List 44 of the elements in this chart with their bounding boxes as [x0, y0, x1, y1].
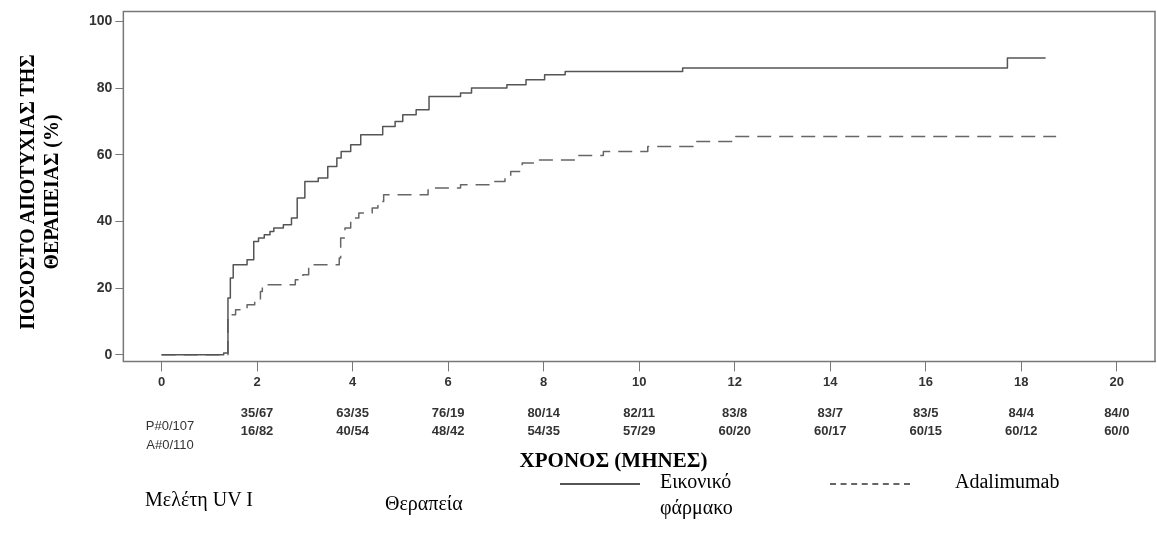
text: 57/29 [622, 423, 656, 438]
x-tick-label: 10 [631, 373, 647, 389]
x-tick-label: 14 [822, 373, 839, 389]
text: 54/35 [527, 423, 560, 438]
x-tick-label: 2 [253, 373, 261, 389]
text: 84/0 [1104, 405, 1130, 420]
text: 60/12 [1004, 423, 1038, 438]
x-tick-label: 4 [348, 373, 357, 389]
x-tick-label: 8 [540, 373, 548, 389]
text: 76/19 [431, 405, 465, 420]
x-tick-label: 20 [1109, 373, 1125, 389]
x-axis-title: ΧΡΟΝΟΣ (ΜΗΝΕΣ) [519, 448, 708, 472]
text: 83/8 [722, 405, 748, 420]
y-axis-title: ΠΟΣΟΣΤΟ ΑΠΟΤΥΧΙΑΣ ΤΗΣ ΘΕΡΑΠΕΙΑΣ (%) [15, 53, 63, 332]
text: P#0/107 [145, 418, 195, 433]
text: 16/82 [240, 423, 274, 438]
text: 35/67 [240, 405, 274, 420]
text: 80/14 [527, 405, 560, 420]
text: 83/5 [913, 405, 939, 420]
text: 60/0 [1104, 423, 1130, 438]
text: 83/7 [817, 405, 843, 420]
text: 60/15 [909, 423, 943, 438]
text: Μελέτη UV I [145, 488, 253, 511]
y-tick-label: 40 [96, 212, 113, 229]
text: 60/20 [718, 423, 751, 438]
y-tick-label: 20 [96, 278, 113, 295]
text: A#0/110 [146, 437, 194, 452]
text: 60/17 [813, 423, 847, 438]
x-tick-label: 16 [918, 373, 933, 389]
legend-label: Adalimumab [955, 469, 1061, 494]
x-tick-label: 6 [444, 373, 452, 389]
text: 40/54 [336, 423, 369, 438]
x-tick-label: 18 [1014, 373, 1029, 389]
y-tick-label: 100 [89, 12, 113, 29]
text: 82/11 [623, 405, 656, 420]
x-tick-label: 0 [157, 373, 166, 389]
legend-title: Θεραπεία [385, 492, 463, 515]
text: 48/42 [431, 423, 465, 438]
text: 84/4 [1008, 405, 1034, 420]
x-tick-label: 12 [727, 373, 742, 389]
y-tick-label: 60 [96, 145, 113, 162]
y-tick-label: 0 [104, 345, 113, 362]
text: 63/35 [336, 405, 369, 420]
y-tick-label: 80 [96, 78, 113, 95]
